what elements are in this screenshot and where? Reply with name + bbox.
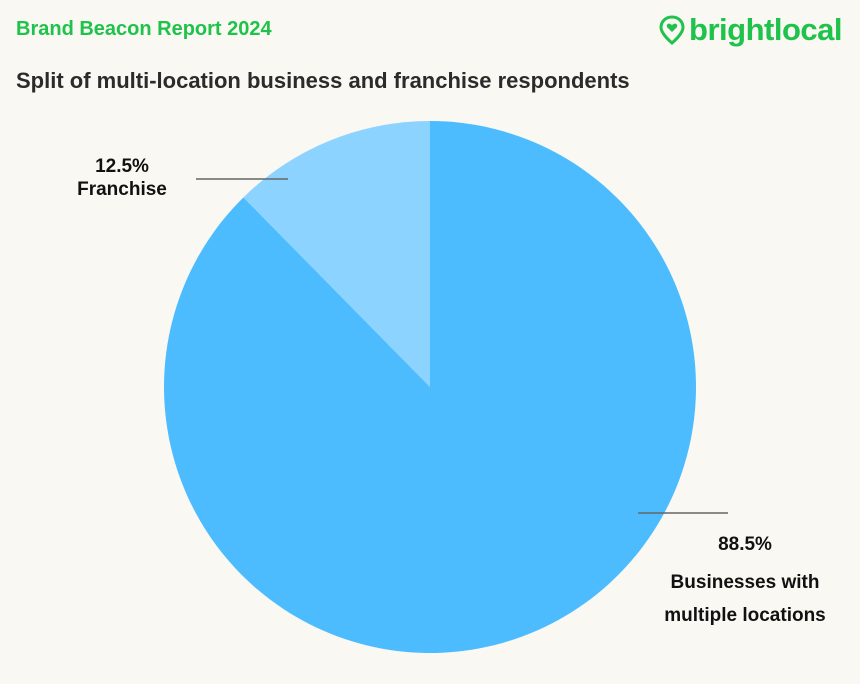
report-name: Brand Beacon Report 2024 bbox=[16, 18, 272, 40]
multi-location-category-label: Businesses with multiple locations bbox=[664, 572, 826, 626]
franchise-label: 12.5% Franchise bbox=[62, 155, 182, 201]
chart-title: Split of multi-location business and fra… bbox=[16, 68, 630, 93]
multi-location-value-label: 88.5% bbox=[718, 534, 772, 555]
map-pin-heart-icon bbox=[659, 15, 685, 45]
pie-slice-businesses-with-multiple-locations bbox=[164, 121, 697, 653]
brand-name: brightlocal bbox=[689, 12, 842, 47]
multi-location-label: 88.5% Businesses with multiple locations bbox=[640, 533, 850, 632]
franchise-value-label: 12.5% bbox=[95, 156, 149, 177]
pie-slice-franchise bbox=[243, 121, 430, 387]
brand-logo: brightlocal bbox=[659, 12, 842, 48]
franchise-category-label: Franchise bbox=[77, 179, 167, 200]
